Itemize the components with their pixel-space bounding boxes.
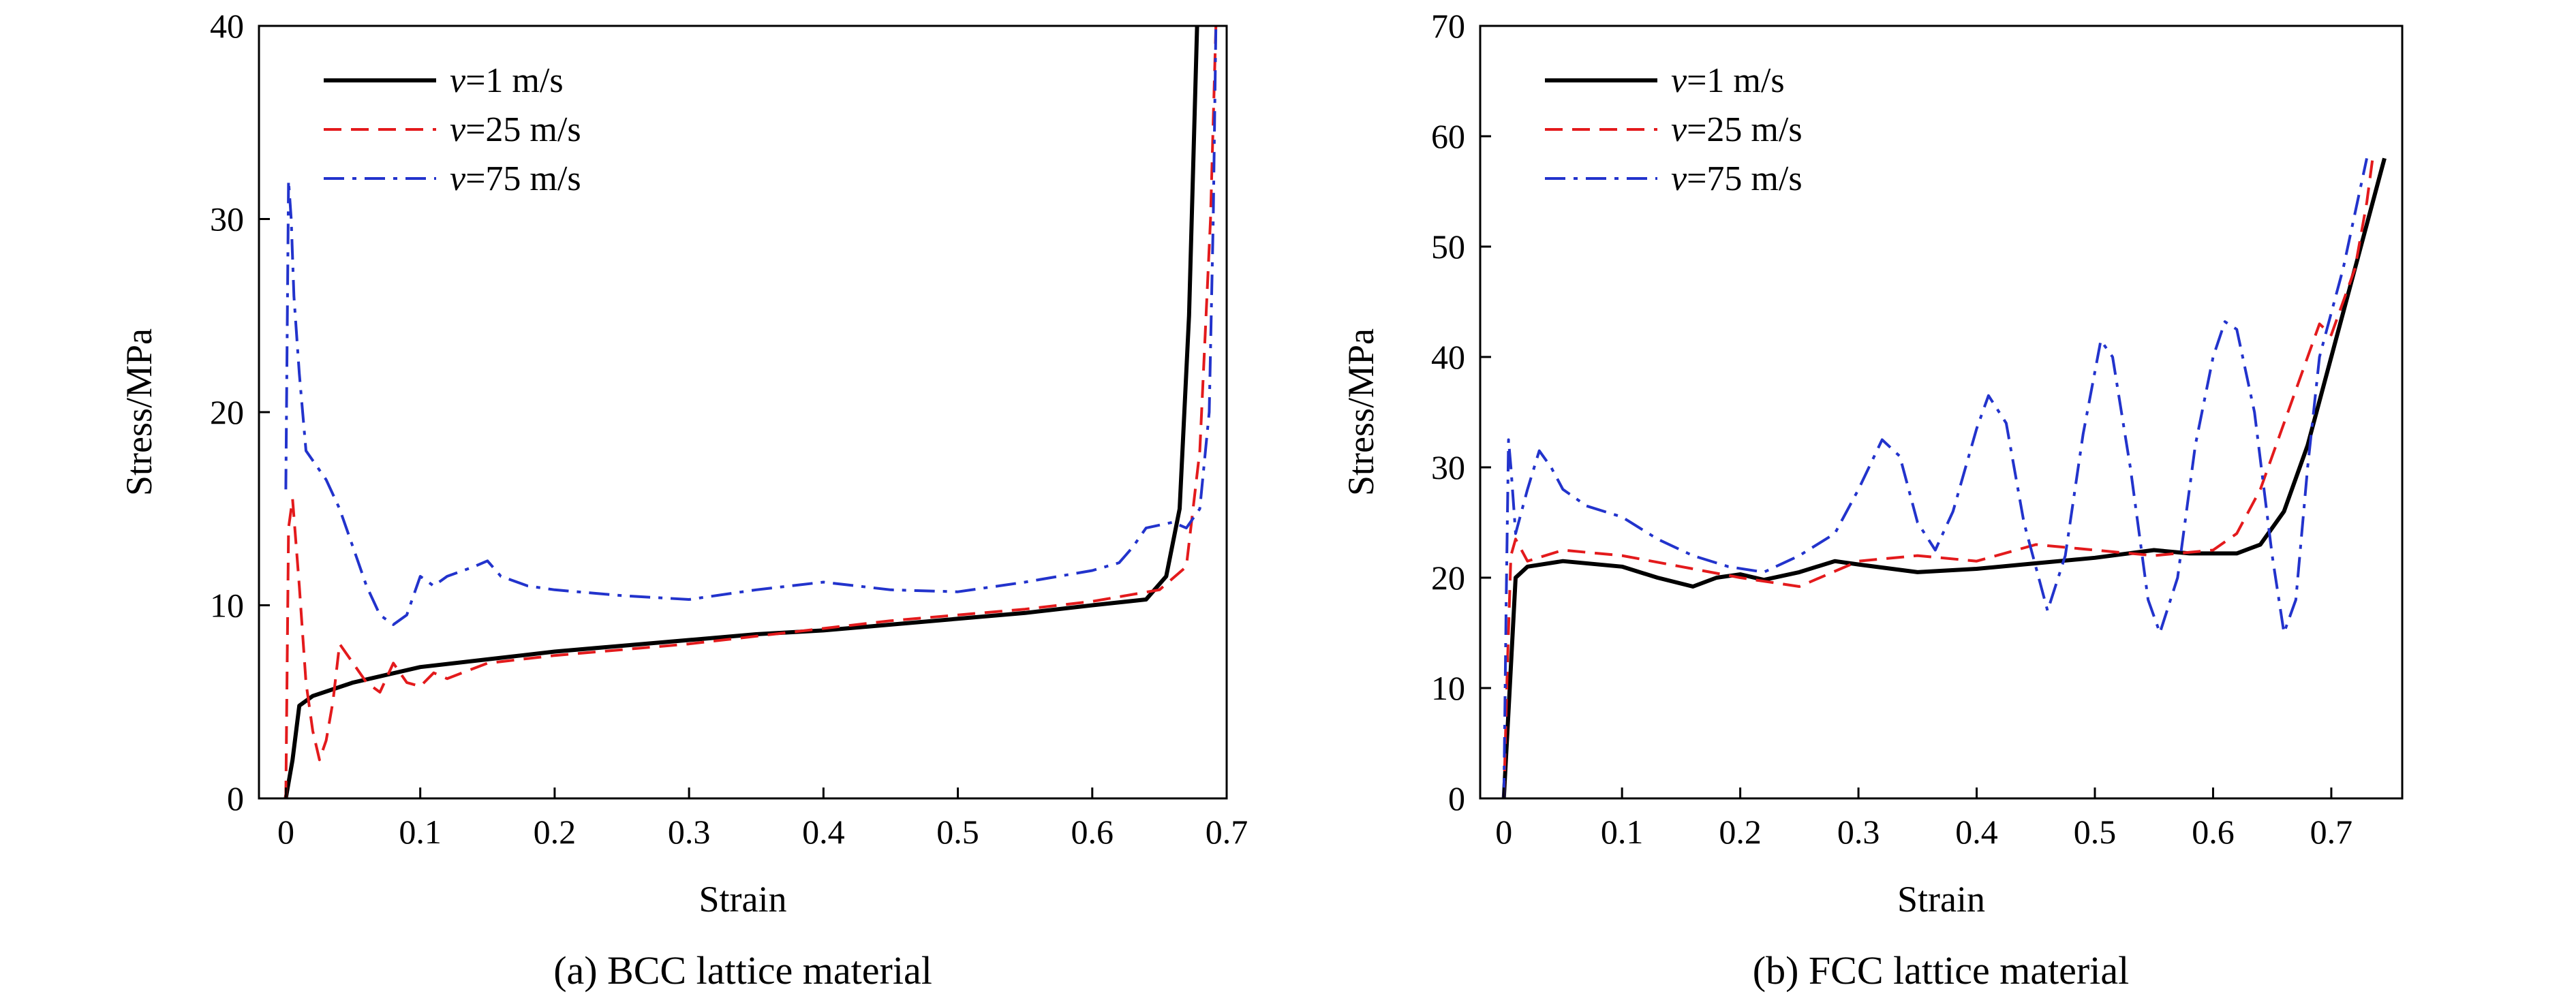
legend-entry-2: v=75 m/s (1671, 159, 1803, 198)
axes-frame (258, 25, 1228, 800)
y-tick-label: 40 (1431, 338, 1465, 376)
x-tick-label: 0.7 (2310, 813, 2353, 851)
legend-symbol: v (1671, 159, 1687, 198)
y-tick-label: 20 (1431, 559, 1465, 597)
series-line-0 (1501, 157, 2387, 798)
y-tick-label: 10 (1431, 669, 1465, 707)
legend-symbol: v (1671, 110, 1687, 149)
x-tick-label: 0.1 (1601, 813, 1644, 851)
legend-entry-2: v=75 m/s (450, 159, 581, 198)
x-tick-label: 0.2 (534, 813, 577, 851)
legend-label: =1 m/s (1687, 61, 1784, 100)
series-line-2 (284, 26, 1218, 626)
plot-area (1501, 157, 2387, 798)
y-tick-label: 10 (210, 587, 244, 625)
panel-bcc: 0 0.1 0.2 0.3 0.4 0.5 0.6 0.7 0 10 20 30 40 Strain Str… (119, 7, 1248, 993)
legend-symbol: v (1671, 61, 1687, 100)
y-tick-label: 0 (1448, 779, 1465, 817)
legend-label: =75 m/s (465, 159, 581, 198)
y-tick-label: 40 (210, 7, 244, 45)
series-line-0 (283, 26, 1199, 798)
y-axis-title: Stress/MPa (1340, 328, 1381, 496)
x-tick-label: 0.6 (2192, 813, 2235, 851)
legend: v=1 m/sv=25 m/sv=75 m/s (324, 61, 581, 198)
legend-entry-0: v=1 m/s (1671, 61, 1785, 100)
x-axis-title: Strain (699, 879, 787, 920)
legend-symbol: v (450, 61, 466, 100)
y-tick-label: 0 (227, 779, 244, 817)
x-tick-label: 0.3 (668, 813, 711, 851)
panel-fcc: 0 0.1 0.2 0.3 0.4 0.5 0.6 0.7 0 10 20 30 40 50 60 70 Str… (1340, 7, 2404, 993)
x-tick-label: 0.2 (1719, 813, 1762, 851)
x-tick-label: 0.5 (2074, 813, 2117, 851)
series-line-1 (284, 26, 1218, 798)
x-tick-label: 0.4 (1955, 813, 1998, 851)
legend-label: =1 m/s (465, 61, 563, 100)
figure-caption: (a) BCC lattice material (553, 948, 932, 993)
legend-symbol: v (450, 159, 466, 198)
y-tick-label: 20 (210, 393, 244, 431)
plot-area (283, 26, 1218, 798)
y-tick-label: 70 (1431, 7, 1465, 45)
legend-entry-0: v=1 m/s (450, 61, 564, 100)
figure-caption: (b) FCC lattice material (1753, 948, 2129, 993)
x-tick-label: 0.4 (802, 813, 845, 851)
legend-label: =25 m/s (1687, 110, 1802, 149)
y-tick-label: 60 (1431, 117, 1465, 155)
y-tick-label: 30 (210, 200, 244, 238)
x-tick-label: 0.7 (1206, 813, 1248, 851)
y-tick-label: 30 (1431, 448, 1465, 486)
x-tick-label: 0.1 (399, 813, 442, 851)
legend-label: =25 m/s (465, 110, 581, 149)
legend-label: =75 m/s (1687, 159, 1802, 198)
series-line-1 (1502, 158, 2374, 798)
y-axis-title: Stress/MPa (119, 328, 159, 496)
x-tick-label: 0 (1495, 813, 1512, 851)
x-axis-title: Strain (1897, 879, 1985, 920)
series-line-2 (1502, 157, 2368, 798)
x-tick-label: 0 (277, 813, 294, 851)
legend-entry-1: v=25 m/s (1671, 110, 1803, 149)
x-tick-label: 0.6 (1071, 813, 1114, 851)
y-tick-label: 50 (1431, 228, 1465, 266)
legend: v=1 m/sv=25 m/sv=75 m/s (1545, 61, 1803, 198)
legend-entry-1: v=25 m/s (450, 110, 581, 149)
x-tick-label: 0.3 (1837, 813, 1880, 851)
axes-frame (1479, 25, 2404, 800)
legend-symbol: v (450, 110, 466, 149)
x-tick-label: 0.5 (936, 813, 979, 851)
